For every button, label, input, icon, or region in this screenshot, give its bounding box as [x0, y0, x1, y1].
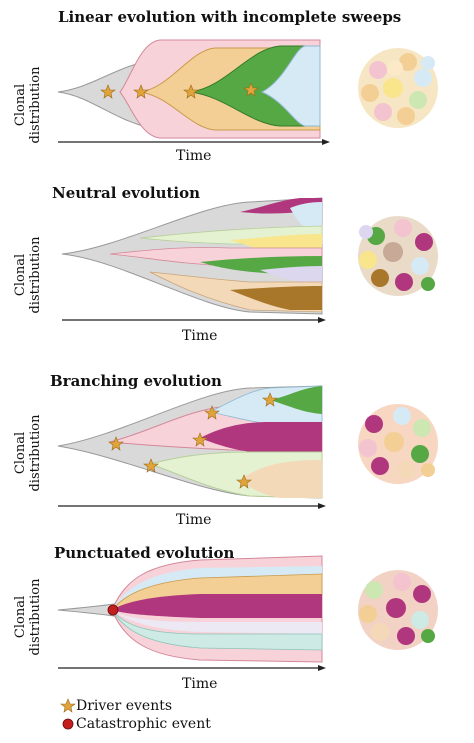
panel-title: Branching evolution	[50, 372, 222, 390]
clone-lightblue	[290, 202, 322, 230]
tumor-illustration	[358, 570, 438, 650]
panel-punctuated-evolution: Punctuated evolution Clonal distribution…	[0, 538, 474, 698]
clone-peach	[240, 460, 322, 498]
star-icon	[262, 392, 278, 407]
fish-plot-linear	[57, 39, 438, 145]
clone-lavender	[112, 610, 322, 634]
clone-magenta	[200, 422, 322, 456]
tumor-illustration	[358, 48, 438, 128]
tumor-illustration	[358, 216, 438, 296]
red-dot-icon	[62, 718, 74, 730]
panel-title: Punctuated evolution	[54, 544, 235, 562]
catastrophic-event-marker	[107, 604, 119, 616]
star-icon	[143, 458, 159, 473]
clone-lavender	[260, 266, 322, 282]
star-icon	[243, 82, 259, 97]
legend-driver-events: Driver events	[60, 698, 172, 714]
driver-event-stars	[100, 82, 259, 99]
time-axis-arrow	[318, 317, 326, 323]
x-axis-label: Time	[182, 328, 218, 344]
time-axis-arrow	[318, 665, 326, 671]
star-icon	[192, 432, 208, 447]
time-axis-arrow	[318, 503, 326, 509]
driver-event-stars	[108, 392, 278, 489]
clone-green	[270, 386, 322, 414]
fish-plot-neutral	[61, 197, 438, 323]
star-icon	[133, 84, 149, 99]
panel-neutral-evolution: Neutral evolution Clonal distribution	[0, 178, 474, 353]
star-icon	[236, 474, 252, 489]
clone-lightblue	[260, 45, 321, 127]
legend-driver-label: Driver events	[76, 698, 173, 714]
x-axis-label: Time	[176, 148, 212, 164]
star-icon	[204, 405, 220, 420]
legend-catastrophic-label: Catastrophic event	[76, 716, 211, 732]
star-icon	[100, 84, 116, 99]
clone-teal	[111, 609, 323, 651]
panel-linear-evolution: Linear evolution with incomplete sweeps …	[0, 0, 474, 175]
time-axis-arrow	[322, 139, 330, 145]
fish-plot-branching	[57, 385, 438, 509]
x-axis-label: Time	[182, 676, 218, 692]
panel-branching-evolution: Branching evolution Clonal distribution	[0, 366, 474, 536]
legend-catastrophic-event: Catastrophic event	[60, 716, 211, 732]
clone-brown	[230, 286, 322, 310]
star-icon	[183, 84, 199, 99]
fish-plot-punctuated	[57, 555, 438, 671]
clone-magenta	[112, 594, 322, 618]
panel-title: Neutral evolution	[52, 184, 201, 202]
star-icon	[108, 436, 124, 451]
clone-grey	[57, 603, 115, 617]
tumor-illustration	[358, 404, 438, 484]
panel-title: Linear evolution with incomplete sweeps	[58, 8, 402, 26]
star-icon	[60, 698, 76, 713]
x-axis-label: Time	[176, 512, 212, 528]
